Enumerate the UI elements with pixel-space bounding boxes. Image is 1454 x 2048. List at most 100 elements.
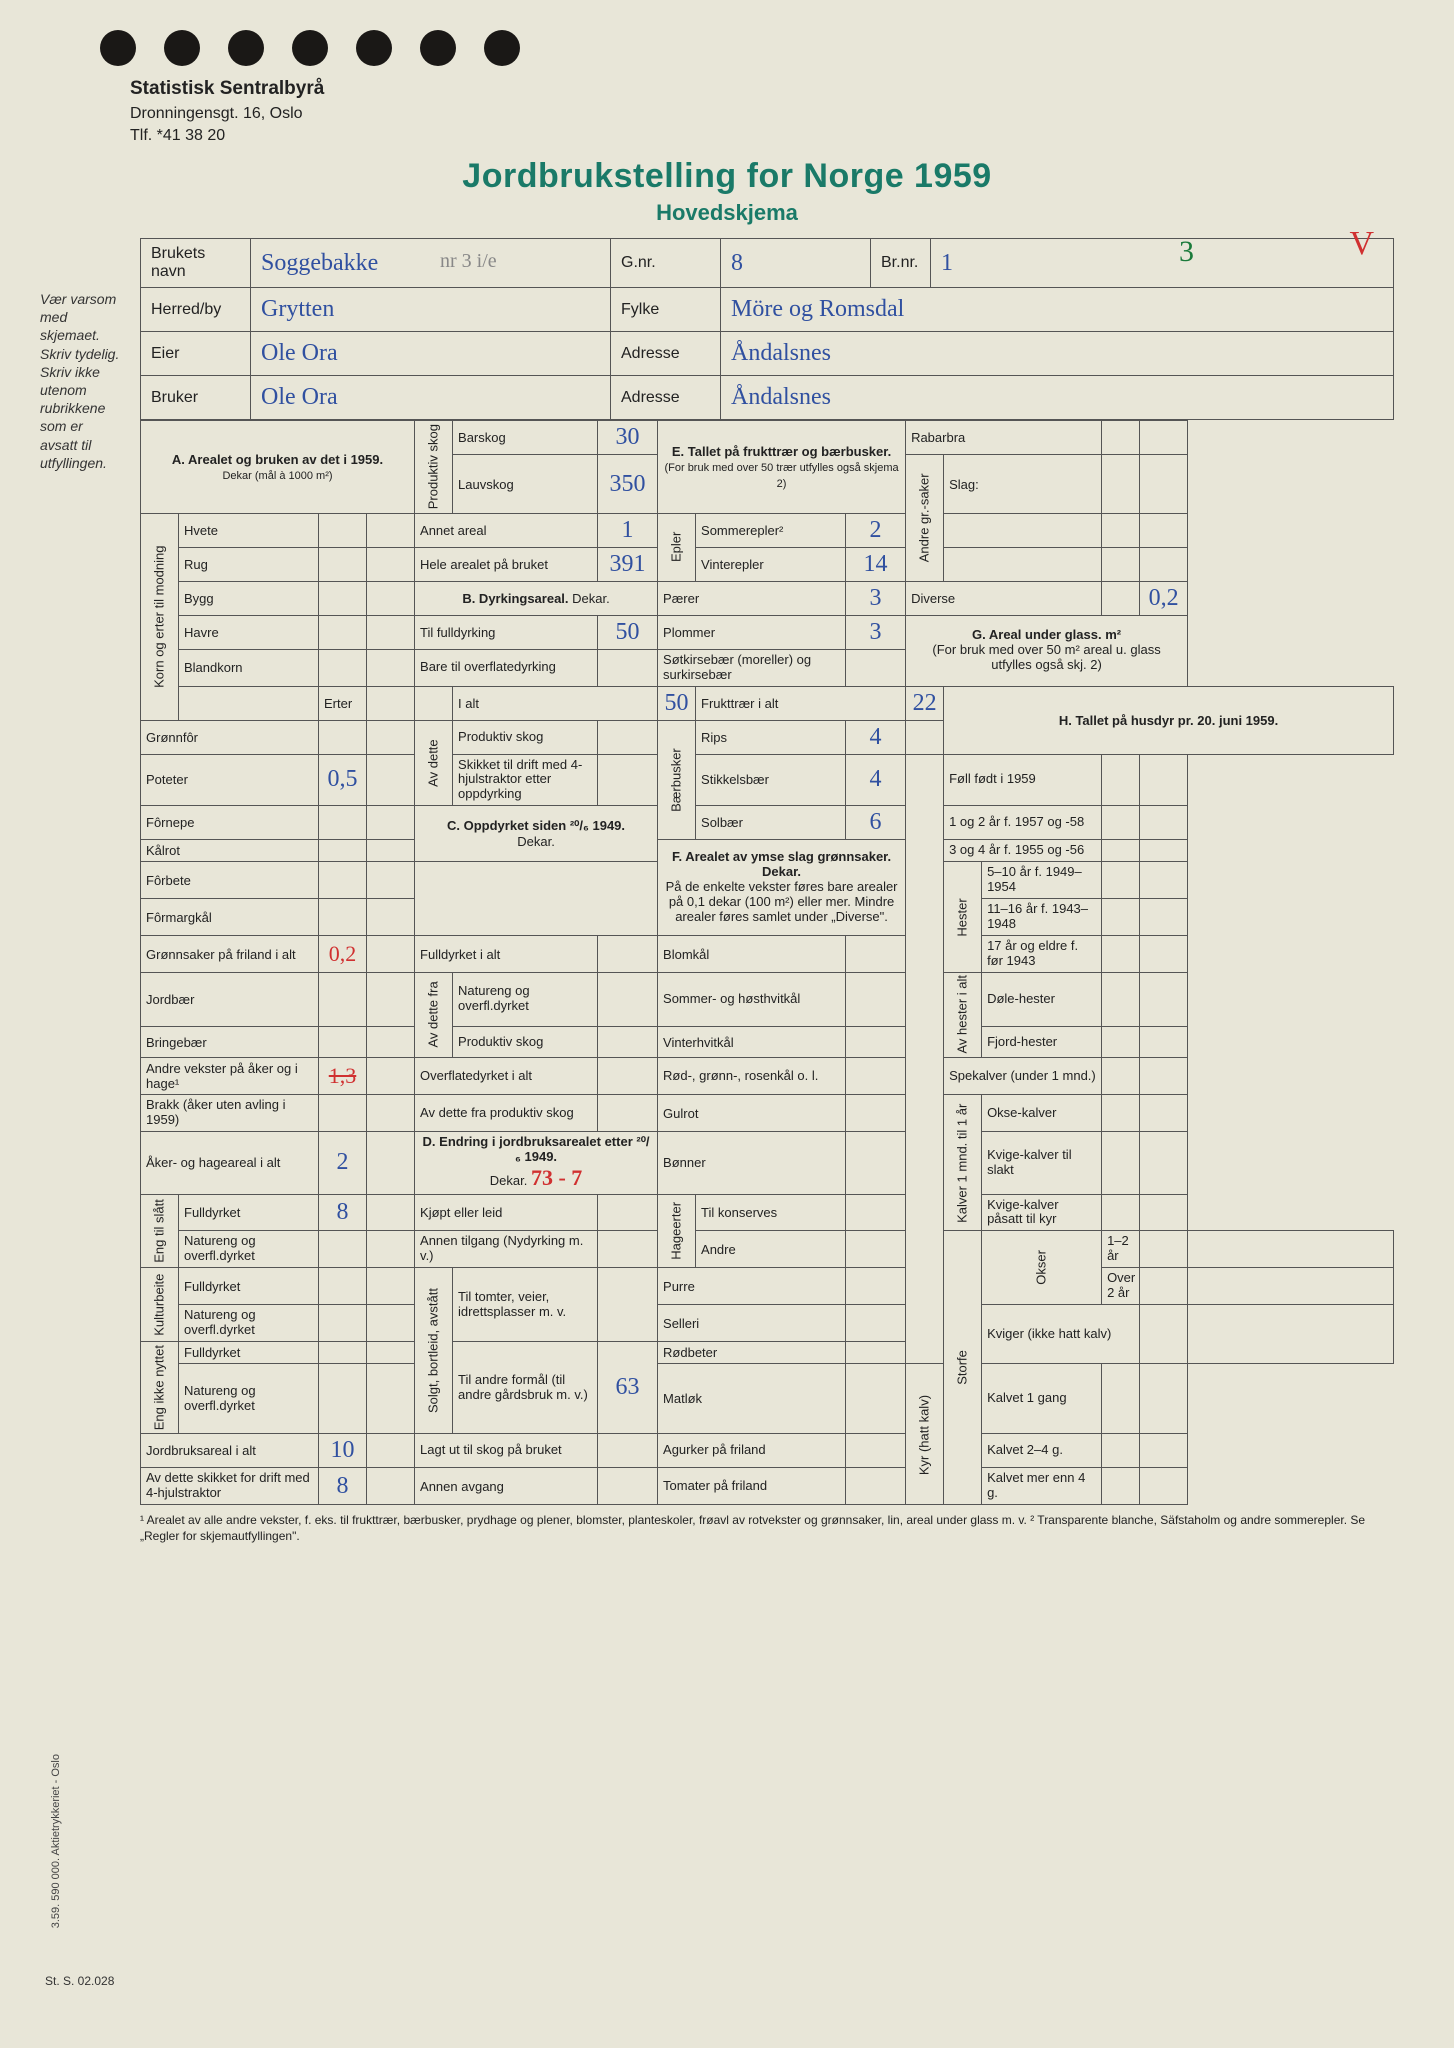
org-name: Statistisk Sentralbyrå — [130, 76, 1394, 103]
lbl-annen-tilgang: Annen tilgang (Nydyrking m. v.) — [415, 1231, 598, 1268]
val-frukttraer: 22 — [913, 690, 937, 716]
val-vinterepler: 14 — [864, 551, 888, 577]
lbl-av-skikket: Av dette skikket for drift med 4-hjulstr… — [141, 1468, 319, 1505]
lbl-jordbruksareal: Jordbruksareal i alt — [141, 1434, 319, 1468]
val-eng-fulldyrket: 8 — [337, 1199, 349, 1225]
footnote: ¹ Arealet av alle andre vekster, f. eks.… — [140, 1513, 1394, 1544]
val-lauvskog: 350 — [610, 471, 646, 497]
lbl-spekalver: Spekalver (under 1 mnd.) — [944, 1058, 1102, 1095]
lbl-eier: Eier — [141, 332, 251, 376]
val-brukets-navn: Soggebakke — [261, 250, 378, 276]
val-barskog: 30 — [616, 424, 640, 450]
lbl-annen-avgang: Annen avgang — [415, 1468, 598, 1505]
val-fylke: Möre og Romsdal — [731, 296, 904, 322]
lbl-hvete: Hvete — [179, 513, 319, 547]
side-instructions: Vær varsom med skjemaet. Skriv tydelig. … — [40, 290, 120, 472]
lbl-c-overfl: Overflatedyrket i alt — [415, 1058, 598, 1095]
lbl-brnr: Br.nr. — [871, 239, 931, 288]
lbl-bringebaer: Bringebær — [141, 1026, 319, 1058]
rot-av-dette-fra: Av dette fra — [415, 972, 453, 1058]
val-fulldyrking: 50 — [616, 619, 640, 645]
lbl-bruker: Bruker — [141, 376, 251, 420]
org-tlf: Tlf. *41 38 20 — [130, 125, 1394, 147]
lbl-eng-fulldyrket: Fulldyrket — [179, 1194, 319, 1231]
val-ialt: 50 — [665, 690, 689, 716]
lbl-kalvet1: Kalvet 1 gang — [982, 1364, 1102, 1434]
lbl-sotkirs: Søtkirsebær (moreller) og surkirsebær — [658, 649, 846, 686]
val-herred: Grytten — [261, 296, 334, 322]
val-plommer: 3 — [870, 619, 882, 645]
lbl-1-2ar: 1–2 år — [1102, 1231, 1140, 1268]
section-g-title: G. Areal under glass. m²(For bruk med ov… — [906, 615, 1188, 686]
lbl-gulrot: Gulrot — [658, 1095, 846, 1132]
lbl-jordbaer: Jordbær — [141, 972, 319, 1026]
val-annet: 1 — [622, 517, 634, 543]
lbl-gnr: G.nr. — [611, 239, 721, 288]
lbl-prodskog2: Produktiv skog — [453, 720, 598, 754]
lbl-11-16: 11–16 år f. 1943–1948 — [982, 899, 1102, 936]
lbl-agurker: Agurker på friland — [658, 1434, 846, 1468]
lbl-brukets-navn: Brukets navn — [141, 239, 251, 288]
lbl-ikke-natureng: Natureng og overfl.dyrket — [179, 1364, 319, 1434]
lbl-sommer-host: Sommer- og høsthvitkål — [658, 972, 846, 1026]
val-sommerepler: 2 — [870, 517, 882, 543]
lbl-adresse2: Adresse — [611, 376, 721, 420]
lbl-hele: Hele arealet på bruket — [415, 547, 598, 581]
lbl-5-10: 5–10 år f. 1949–1954 — [982, 862, 1102, 899]
lbl-kvige-slakt: Kvige-kalver til slakt — [982, 1132, 1102, 1194]
print-info: 3.59. 590 000. Aktietrykkeriet - Oslo — [50, 1754, 62, 1928]
val-diverse: 0,2 — [1149, 585, 1179, 611]
lbl-rabarbra: Rabarbra — [906, 421, 1102, 455]
rot-epler: Epler — [658, 513, 696, 581]
val-stikkelsbaer: 4 — [870, 766, 882, 792]
rot-eng-slatt: Eng til slått — [141, 1194, 179, 1268]
lbl-solbaer: Solbær — [696, 806, 846, 840]
lbl-rips: Rips — [696, 720, 846, 754]
lbl-over2: Over 2 år — [1102, 1268, 1140, 1305]
rot-okser: Okser — [982, 1231, 1102, 1305]
lbl-rodbeter: Rødbeter — [658, 1342, 846, 1364]
mark-nr3: nr 3 i/e — [440, 250, 497, 273]
lbl-okse: Okse-kalver — [982, 1095, 1102, 1132]
lbl-purre: Purre — [658, 1268, 846, 1305]
lbl-forbete: Fôrbete — [141, 862, 319, 899]
main-form-table: A. Arealet og bruken av det i 1959.Dekar… — [140, 420, 1394, 1505]
lbl-skikket4: Skikket til drift med 4-hjulstraktor ett… — [453, 754, 598, 806]
rot-andre-gr: Andre gr.-saker — [906, 455, 944, 581]
val-solbaer: 6 — [870, 809, 882, 835]
letterhead: Statistisk Sentralbyrå Dronningensgt. 16… — [130, 76, 1394, 147]
lbl-rug: Rug — [179, 547, 319, 581]
lbl-andre-formal: Til andre formål (til andre gårdsbruk m.… — [453, 1342, 598, 1434]
lbl-1og2: 1 og 2 år f. 1957 og -58 — [944, 806, 1102, 840]
val-paerer: 3 — [870, 585, 882, 611]
section-a-title: A. Arealet og bruken av det i 1959.Dekar… — [141, 421, 415, 513]
lbl-fulldyrking: Til fulldyrking — [415, 615, 598, 649]
val-andre-formal: 63 — [616, 1374, 640, 1400]
lbl-c-prodskog: Produktiv skog — [453, 1026, 598, 1058]
lbl-bare: Bare til overflatedyrking — [415, 649, 598, 686]
val-rips: 4 — [870, 724, 882, 750]
lbl-matlok: Matløk — [658, 1364, 846, 1434]
rot-hester: Hester — [944, 862, 982, 973]
org-addr: Dronningensgt. 16, Oslo — [130, 103, 1394, 125]
lbl-kvige-kyr: Kvige-kalver påsatt til kyr — [982, 1194, 1102, 1231]
lbl-c-av-prod: Av dette fra produktiv skog — [415, 1095, 598, 1132]
val-hele: 391 — [610, 551, 646, 577]
lbl-gronnsaker: Grønnsaker på friland i alt — [141, 936, 319, 973]
lbl-c-fulldyrket: Fulldyrket i alt — [415, 936, 598, 973]
val-poteter: 0,5 — [328, 766, 358, 792]
lbl-stikkelsbaer: Stikkelsbær — [696, 754, 846, 806]
lbl-aker-hage: Åker- og hageareal i alt — [141, 1132, 319, 1194]
lbl-eng-natureng: Natureng og overfl.dyrket — [179, 1231, 319, 1268]
lbl-frukttraer: Frukttrær i alt — [696, 686, 906, 720]
lbl-barskog: Barskog — [453, 421, 598, 455]
section-h-title: H. Tallet på husdyr pr. 20. juni 1959. — [944, 686, 1394, 754]
lbl-bonner: Bønner — [658, 1132, 846, 1194]
lbl-bygg: Bygg — [179, 581, 319, 615]
lbl-fornepe: Fôrnepe — [141, 806, 319, 840]
rot-solgt: Solgt, bortleid, avstått — [415, 1268, 453, 1434]
section-c-title: C. Oppdyrket siden ²⁰/₆ 1949.Dekar. — [415, 806, 658, 862]
lbl-havre: Havre — [179, 615, 319, 649]
form-code: St. S. 02.028 — [45, 1974, 114, 1988]
lbl-plommer: Plommer — [658, 615, 846, 649]
